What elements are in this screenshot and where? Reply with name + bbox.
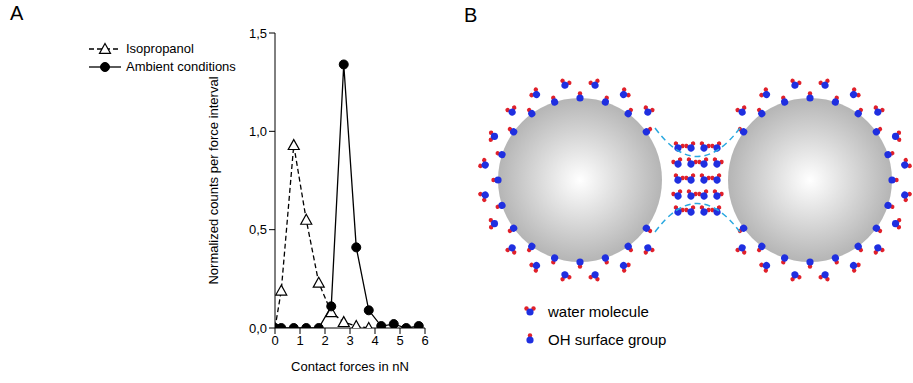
svg-text:4: 4 [371, 333, 378, 348]
svg-text:5: 5 [396, 333, 403, 348]
svg-text:Contact forces in nN: Contact forces in nN [291, 359, 409, 374]
html-text:A: A [10, 2, 24, 24]
html-text:Isopropanol: Isopropanol [126, 41, 194, 56]
html-text:Ambient conditions: Ambient conditions [126, 59, 236, 74]
svg-text:0,0: 0,0 [249, 321, 267, 336]
svg-text:1,5: 1,5 [249, 26, 267, 41]
svg-text:1,0: 1,0 [249, 124, 267, 139]
svg-text:B: B [464, 4, 477, 26]
svg-text:6: 6 [421, 333, 428, 348]
svg-text:water molecule: water molecule [547, 303, 649, 320]
svg-text:0: 0 [271, 333, 278, 348]
svg-text:1: 1 [296, 333, 303, 348]
svg-text:OH surface group: OH surface group [548, 331, 666, 348]
svg-text:3: 3 [346, 333, 353, 348]
svg-text:Normalized counts per force in: Normalized counts per force interval [206, 76, 221, 284]
svg-text:2: 2 [321, 333, 328, 348]
svg-text:0,5: 0,5 [249, 222, 267, 237]
